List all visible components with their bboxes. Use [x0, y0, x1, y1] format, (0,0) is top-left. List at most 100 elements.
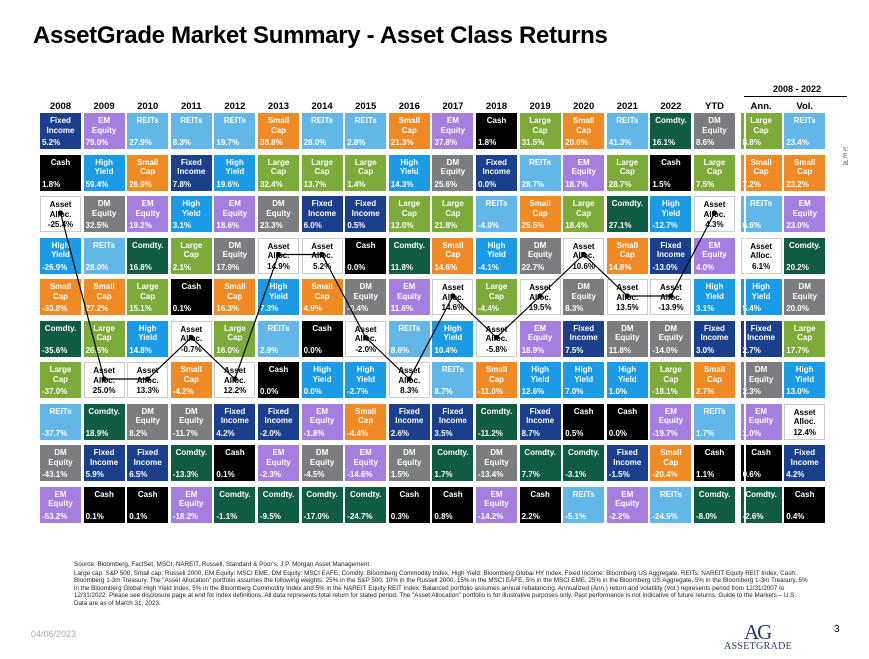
- asset-class-label: Large Cap: [703, 157, 726, 177]
- asset-class-label: DM Equity: [658, 323, 684, 343]
- asset-class-label: Comdty.: [393, 240, 425, 250]
- return-cell: Small Cap -20.4%: [650, 445, 692, 481]
- return-cell: High Yield 3.1%: [170, 196, 212, 232]
- return-value: 21.8%: [434, 221, 458, 230]
- return-cell: EM Equity -2.2%: [606, 486, 648, 523]
- return-value: -0.7%: [180, 344, 202, 354]
- asset-class-label: High Yield: [751, 282, 771, 301]
- asset-class-label: DM Equity: [484, 448, 509, 467]
- asset-class-label: Comdty.: [219, 489, 251, 499]
- asset-class-label: DM Equity: [48, 448, 73, 467]
- asset-class-label: Cash: [486, 116, 507, 125]
- return-value: 23.2%: [786, 179, 809, 189]
- return-value: 22.7%: [521, 262, 545, 272]
- asset-class-label: DM Equity: [309, 448, 335, 467]
- return-value: 0.5%: [347, 221, 366, 230]
- asset-class-label: Cash: [751, 448, 771, 457]
- asset-class-label: REITs: [529, 157, 552, 167]
- return-value: 1.0%: [742, 428, 761, 438]
- asset-class-label: Comdty.: [745, 489, 777, 499]
- return-value: 7.2%: [742, 179, 761, 189]
- asset-class-label: EM Equity: [440, 116, 466, 135]
- asset-class-label: Fixed Income: [90, 448, 119, 467]
- return-cell: High Yield 3.1%: [694, 279, 735, 315]
- asset-class-label: DM Equity: [440, 157, 466, 177]
- return-value: 28.7%: [608, 179, 632, 189]
- return-value: -26.9%: [42, 262, 68, 272]
- asset-class-label: REITs: [793, 116, 816, 125]
- return-value: 1.7%: [696, 428, 715, 438]
- return-cell: EM Equity -14.2%: [476, 486, 517, 523]
- return-value: 0.1%: [129, 511, 148, 521]
- return-cell: Fixed Income 3.5%: [432, 403, 474, 440]
- asset-class-label: DM Equity: [222, 240, 248, 260]
- asset-class-label: Asset Alloc.: [311, 241, 333, 261]
- asset-class-label: Large Cap: [659, 365, 682, 384]
- return-value: 8.3%: [172, 138, 192, 147]
- return-cell: High Yield 12.6%: [519, 362, 561, 398]
- return-value: -2.2%: [608, 511, 630, 521]
- asset-class-label: Cash: [137, 489, 158, 499]
- return-value: 26.9%: [129, 179, 152, 189]
- return-cell: Comdty. -24.7%: [345, 486, 387, 523]
- return-cell: REITs 28.0%: [301, 113, 343, 149]
- return-cell: Large Cap 7.5%: [694, 154, 735, 191]
- return-value: 17.7%: [786, 345, 809, 355]
- return-cell: Fixed Income -1.5%: [606, 445, 648, 481]
- return-cell: DM Equity -14.0%: [650, 320, 692, 357]
- return-value: -25.4%: [47, 220, 74, 229]
- return-cell: EM Equity 23.0%: [784, 196, 826, 232]
- asset-class-label: Large Cap: [267, 157, 290, 177]
- return-cell: Cash 1.8%: [40, 154, 81, 191]
- return-value: 13.0%: [786, 387, 809, 396]
- asset-class-label: Large Cap: [180, 240, 203, 260]
- return-cell: Comdty. -1.1%: [214, 486, 256, 523]
- asset-class-label: Cash: [225, 448, 245, 457]
- asset-class-label: Asset Alloc.: [616, 283, 639, 302]
- return-value: 7.5%: [565, 345, 584, 355]
- asset-class-label: DM Equity: [527, 240, 553, 260]
- return-cell: Small Cap 26.9%: [127, 154, 169, 191]
- asset-class-label: Large Cap: [572, 199, 595, 218]
- return-cell: Asset Alloc. -5.8%: [476, 320, 517, 357]
- column-header: 2009: [93, 101, 115, 112]
- return-cell: EM Equity 4.0%: [694, 237, 735, 274]
- return-cell: High Yield -12.7%: [650, 196, 692, 232]
- return-value: 27.2%: [85, 304, 109, 313]
- return-cell: Small Cap 14.8%: [606, 237, 648, 274]
- return-value: -33.8%: [42, 304, 68, 313]
- return-value: 11.8%: [608, 345, 632, 355]
- return-cell: Small Cap 23.2%: [784, 154, 826, 191]
- return-cell: High Yield 19.6%: [214, 154, 256, 191]
- asset-class-label: High Yield: [443, 323, 463, 343]
- return-cell: High Yield -2.7%: [345, 362, 387, 398]
- return-value: 31.5%: [521, 138, 545, 147]
- column-header: 2019: [529, 101, 551, 112]
- asset-class-label: DM Equity: [748, 365, 774, 384]
- return-value: 1.7%: [434, 470, 453, 479]
- footer-date: 04/06/2023: [31, 629, 77, 639]
- asset-class-label: High Yield: [574, 365, 594, 384]
- return-value: 19.6%: [216, 179, 240, 189]
- column-header: 2011: [180, 101, 202, 112]
- return-cell: Asset Alloc. 12.4%: [784, 403, 826, 440]
- return-cell: Large Cap 2.1%: [170, 237, 212, 274]
- return-value: 4.0%: [696, 262, 715, 272]
- return-value: 3.0%: [696, 345, 715, 355]
- asset-class-label: Cash: [661, 157, 681, 167]
- return-cell: Asset Alloc. 19.5%: [519, 279, 561, 315]
- assetgrade-logo: AG ASSETGRADE: [714, 620, 804, 654]
- return-value: 38.8%: [260, 138, 283, 147]
- return-cell: Comdty. 20.2%: [784, 237, 826, 274]
- return-cell: High Yield 14.8%: [127, 320, 169, 357]
- return-value: 2.7%: [742, 345, 761, 355]
- return-cell: High Yield 13.0%: [784, 362, 826, 398]
- return-cell: Cash 0.1%: [127, 486, 169, 523]
- return-value: 14.8%: [608, 262, 632, 272]
- return-value: 1.5%: [652, 179, 671, 189]
- return-cell: Large Cap 21.8%: [432, 196, 474, 232]
- asset-class-label: DM Equity: [397, 448, 422, 467]
- return-value: 3.5%: [434, 428, 453, 438]
- column-header: Vol.: [796, 101, 814, 112]
- return-value: 0.0%: [303, 345, 322, 355]
